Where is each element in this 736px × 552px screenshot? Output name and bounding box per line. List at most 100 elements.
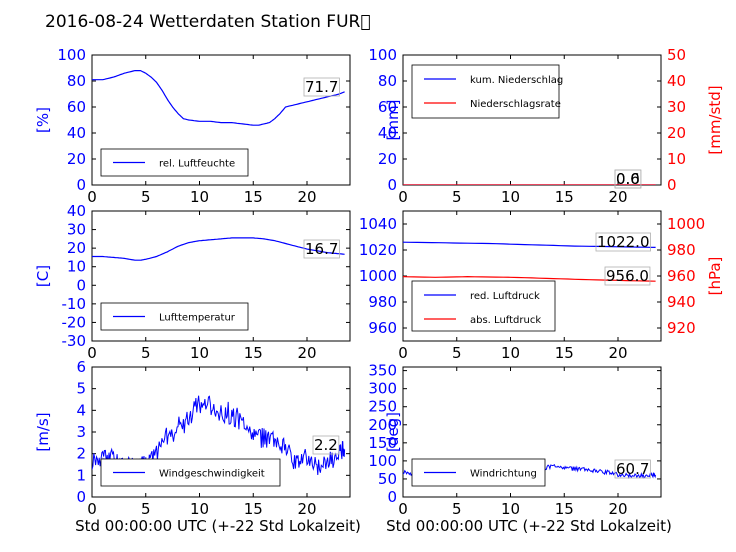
y-tick-label: 250 xyxy=(368,398,397,416)
last-value-label: 71.7 xyxy=(305,78,338,96)
legend: Windrichtung xyxy=(411,458,546,487)
x-tick-label: 15 xyxy=(244,500,263,518)
x-tick-label: 20 xyxy=(608,500,627,518)
y-tick-label: 80 xyxy=(67,72,86,90)
series-line-1 xyxy=(403,275,656,282)
legend-label: Windgeschwindigkeit xyxy=(159,469,265,480)
y-tick-label: 960 xyxy=(368,319,397,337)
plot-area xyxy=(92,237,345,261)
y-tick-label: 40 xyxy=(378,124,397,142)
y-tick-label: 1000 xyxy=(359,267,397,285)
y-tick-label: 150 xyxy=(368,434,397,452)
x-tick-label: 5 xyxy=(452,500,462,518)
last-value-label: 60.7 xyxy=(616,460,649,478)
y-tick-label: 0 xyxy=(387,488,397,506)
last-value-label: 0.6 xyxy=(616,170,640,188)
x-tick-label: 0 xyxy=(398,188,408,206)
last-value-box xyxy=(614,169,642,189)
x-tick-label: 0 xyxy=(87,344,97,362)
plot-frame xyxy=(91,54,351,186)
series-line-0 xyxy=(403,241,656,248)
x-tick-label: 10 xyxy=(501,500,520,518)
legend-label: Windrichtung xyxy=(470,469,537,480)
y-tick-label: 4 xyxy=(76,401,86,419)
y-right-tick-label: 50 xyxy=(667,46,686,64)
y-right-tick-label: 30 xyxy=(667,98,686,116)
y-tick-label: 200 xyxy=(368,416,397,434)
y-axis-label: [mm] xyxy=(384,100,402,141)
y-right-tick-label: 940 xyxy=(667,293,696,311)
x-tick-label: 10 xyxy=(501,344,520,362)
last-value-box xyxy=(312,435,340,455)
legend: kum. Niederschlag Niederschlagsrate xyxy=(411,64,563,119)
legend: Windgeschwindigkeit xyxy=(100,458,281,487)
x-tick-label: 10 xyxy=(190,500,209,518)
y-tick-label: 40 xyxy=(67,124,86,142)
last-value-box xyxy=(303,239,340,259)
chart-panel-2: 0 5 10 15 20-30-20-10010203040[C]Lufttempera… xyxy=(34,202,351,362)
plot-area xyxy=(92,69,345,126)
legend: red. Luftdruck abs. Luftdruck xyxy=(411,280,556,332)
y-tick-label: 1040 xyxy=(359,215,397,233)
x-tick-label: 15 xyxy=(555,188,574,206)
y-tick-label: -20 xyxy=(62,313,87,331)
y-tick-label: 0 xyxy=(387,176,397,194)
y-tick-label: 60 xyxy=(378,98,397,116)
x-tick-label: 15 xyxy=(555,500,574,518)
series-line-0 xyxy=(92,237,345,261)
x-tick-label: 20 xyxy=(297,500,316,518)
y-tick-label: -30 xyxy=(62,332,87,350)
y-tick-label: 0 xyxy=(76,176,86,194)
y-right-tick-label: 0 xyxy=(667,176,677,194)
last-value-label: 956.0 xyxy=(606,267,649,285)
plot-frame xyxy=(402,366,662,498)
chart-panel-1: 0 5 10 15 20 0 20 40 60 80 100 0 10 20 30 40 50 [mm] [mm/s… xyxy=(368,46,724,206)
last-value-label: 1022.0 xyxy=(597,233,650,251)
y-right-tick-label: 980 xyxy=(667,241,696,259)
x-tick-label: 20 xyxy=(608,188,627,206)
y-tick-label: 40 xyxy=(67,202,86,220)
legend-label: kum. Niederschlag xyxy=(470,75,563,86)
y-tick-label: 80 xyxy=(378,72,397,90)
y-tick-label: 6 xyxy=(76,358,86,376)
y-right-tick-label: 10 xyxy=(667,150,686,168)
x-tick-label: 20 xyxy=(297,188,316,206)
x-tick-label: 5 xyxy=(141,500,151,518)
legend-label: Niederschlagsrate xyxy=(470,99,561,110)
y-axis-label-right: [hPa] xyxy=(706,257,724,296)
y-right-tick-label: 920 xyxy=(667,319,696,337)
y-tick-label: 100 xyxy=(368,452,397,470)
legend-box xyxy=(411,280,556,332)
x-tick-label: 10 xyxy=(190,188,209,206)
y-right-tick-label: 40 xyxy=(667,72,686,90)
y-tick-label: 20 xyxy=(67,239,86,257)
last-value-box xyxy=(604,266,651,286)
x-tick-label: 0 xyxy=(87,500,97,518)
x-axis-label: Std 00:00:00 UTC (+-22 Std Lokalzeit) xyxy=(75,517,361,535)
y-tick-label: 50 xyxy=(378,470,397,488)
y-axis-label: [%] xyxy=(34,107,52,133)
x-tick-label: 0 xyxy=(398,500,408,518)
x-tick-label: 20 xyxy=(297,344,316,362)
chart-panel-3: 0 5 10 15 20 960 980 1000 1020 1040 920 940 960 980 10… xyxy=(359,210,724,362)
y-tick-label: 300 xyxy=(368,380,397,398)
y-tick-label: 100 xyxy=(57,46,86,64)
x-tick-label: 5 xyxy=(452,188,462,206)
last-value-label: 2.2 xyxy=(314,436,338,454)
y-tick-label: 350 xyxy=(368,362,397,380)
y-tick-label: 30 xyxy=(67,221,86,239)
y-tick-label: 20 xyxy=(378,150,397,168)
y-axis-label: [deg] xyxy=(384,412,402,452)
x-tick-label: 15 xyxy=(244,188,263,206)
y-tick-label: 20 xyxy=(67,150,86,168)
legend-label: abs. Luftdruck xyxy=(470,315,541,326)
y-axis-label: [m/s] xyxy=(34,412,52,451)
last-value-box xyxy=(595,232,651,252)
x-tick-label: 0 xyxy=(87,188,97,206)
last-value-box xyxy=(303,77,340,97)
x-tick-label: 15 xyxy=(244,344,263,362)
y-tick-label: 1 xyxy=(76,466,86,484)
